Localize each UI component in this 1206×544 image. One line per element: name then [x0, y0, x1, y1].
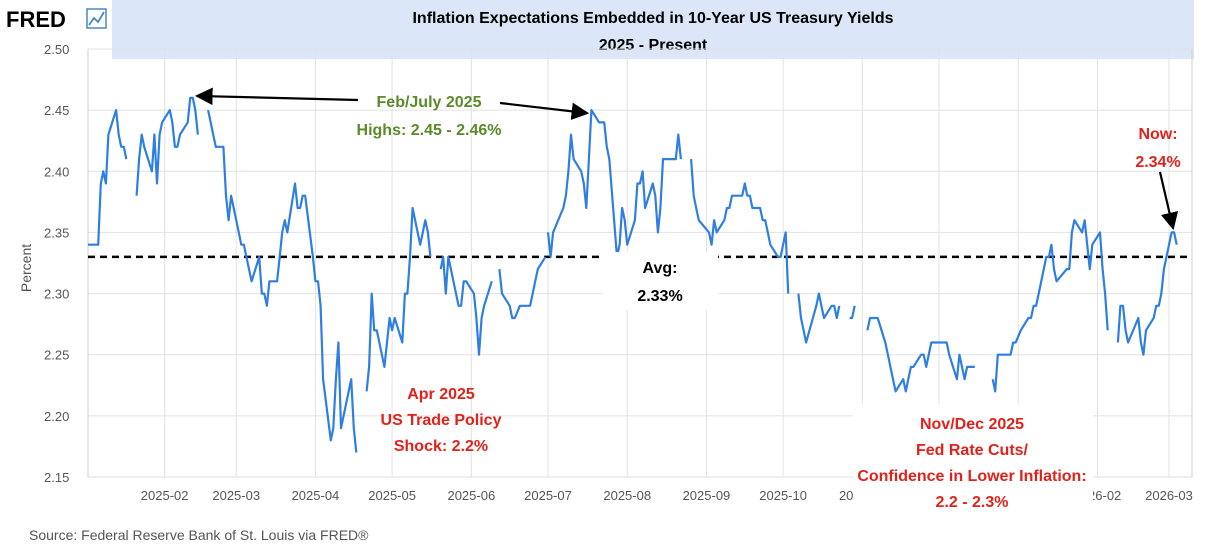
series-line-segment — [690, 159, 790, 294]
series-line-segment — [546, 108, 682, 258]
series-line-segment — [207, 109, 358, 453]
source-note: Source: Federal Reserve Bank of St. Loui… — [29, 527, 369, 543]
x-tick-label: 2025-07 — [524, 488, 572, 503]
avg-label-box — [603, 252, 718, 310]
now-annotation: 2.34% — [1135, 154, 1180, 171]
novdec-label-box — [853, 404, 1093, 524]
now-arrow — [1158, 171, 1179, 231]
highs-arrow-feb — [195, 87, 359, 106]
avg-label: Avg: — [643, 260, 678, 277]
novdec-annotation: Fed Rate Cuts/ — [916, 442, 1029, 459]
x-tick-label: 2025-03 — [212, 488, 260, 503]
series-line-segment — [439, 255, 493, 356]
x-tick-label: 2025-09 — [683, 488, 731, 503]
y-tick-label: 2.20 — [44, 409, 69, 424]
series-line-segment — [88, 108, 128, 246]
now-annotation: Now: — [1138, 126, 1177, 143]
y-axis-label: Percent — [18, 244, 34, 292]
chart-title: Inflation Expectations Embedded in 10-Ye… — [412, 10, 893, 27]
chart-subtitle: 2025 - Present — [599, 37, 708, 54]
novdec-annotation: Confidence in Lower Inflation: — [857, 468, 1086, 485]
x-tick-label: 2025-10 — [759, 488, 807, 503]
highs-annotation: Highs: 2.45 - 2.46% — [357, 122, 502, 139]
highs-arrow-july — [499, 101, 590, 121]
apr-annotation: US Trade Policy — [381, 412, 502, 429]
y-tick-label: 2.15 — [44, 470, 69, 485]
novdec-annotation: 2.2 - 2.3% — [936, 494, 1009, 511]
y-tick-label: 2.40 — [44, 164, 69, 179]
apr-annotation: Shock: 2.2% — [394, 438, 488, 455]
x-tick-label: 2025-06 — [447, 488, 495, 503]
series-line-segment — [991, 219, 1109, 393]
series-line-segment — [1116, 231, 1178, 356]
x-tick-label: 2025-04 — [292, 488, 340, 503]
x-tick-label: 2025-08 — [603, 488, 651, 503]
apr-annotation: Apr 2025 — [407, 386, 475, 403]
series-line-segment — [365, 206, 432, 392]
series-line-segment — [498, 256, 547, 320]
novdec-annotation: Nov/Dec 2025 — [920, 416, 1024, 433]
y-tick-label: 2.30 — [44, 287, 69, 302]
series-line-group — [88, 96, 1178, 453]
fred-logo: FRED — [6, 7, 66, 32]
highs-annotation: Feb/July 2025 — [377, 94, 482, 111]
series-line-segment — [866, 316, 975, 393]
x-tick-label: 2026-03 — [1145, 488, 1193, 503]
y-tick-label: 2.25 — [44, 348, 69, 363]
y-tick-label: 2.50 — [44, 42, 69, 57]
x-tick-label: 2025-02 — [141, 488, 189, 503]
series-line-segment — [135, 96, 199, 196]
y-tick-label: 2.45 — [44, 103, 69, 118]
series-line-segment — [797, 292, 841, 344]
y-tick-label: 2.35 — [44, 225, 69, 240]
chart-line-icon — [86, 8, 107, 29]
series-line-segment — [849, 305, 856, 320]
annotation-boxes — [603, 252, 1093, 524]
x-tick-label: 2025-05 — [368, 488, 416, 503]
avg-label: 2.33% — [637, 288, 682, 305]
annotations: Avg: 2.33% Feb/July 2025 Highs: 2.45 - 2.46… — [195, 87, 1181, 511]
